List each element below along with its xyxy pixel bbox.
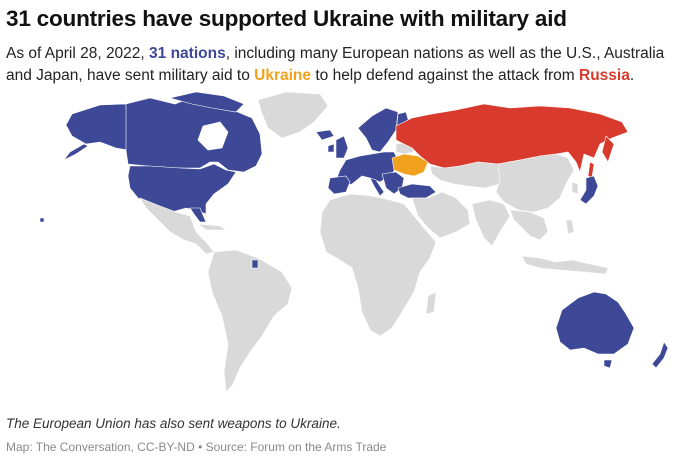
- region-florida: [189, 207, 207, 223]
- region-mexico: [139, 197, 215, 255]
- world-map: [39, 92, 669, 393]
- region-south-america: [207, 249, 293, 393]
- region-hawaii: [39, 217, 45, 223]
- region-ukraine: [391, 153, 429, 177]
- region-southeast-asia: [509, 209, 549, 241]
- region-indonesia: [521, 255, 609, 275]
- subtitle-text-4: .: [629, 67, 635, 84]
- region-africa: [319, 193, 437, 337]
- region-cuba: [196, 223, 227, 231]
- region-greenland: [257, 92, 329, 139]
- subtitle-text-1: As of April 28, 2022,: [6, 45, 150, 62]
- region-china-mongolia: [495, 153, 575, 213]
- map-title: 31 countries have supported Ukraine with…: [6, 6, 567, 31]
- region-tasmania: [603, 359, 613, 369]
- region-japan: [579, 175, 599, 205]
- map-credit: Map: The Conversation, CC-BY-ND • Source…: [6, 440, 387, 454]
- region-philippines: [565, 219, 575, 235]
- region-madagascar: [425, 291, 437, 315]
- region-india: [471, 199, 511, 247]
- region-russia: [395, 103, 629, 174]
- region-middle-east: [411, 191, 471, 239]
- region-french-guiana: [251, 259, 259, 269]
- subtitle-text-2: , including many European nations as wel…: [6, 45, 665, 84]
- map-note: The European Union has also sent weapons…: [6, 416, 341, 431]
- region-australia: [555, 291, 635, 355]
- region-canada: [125, 95, 263, 173]
- region-sakhalin: [587, 161, 595, 179]
- subtitle-russia-highlight: Russia: [579, 67, 630, 84]
- region-usa: [127, 163, 237, 215]
- region-iceland: [315, 129, 335, 141]
- map-subtitle: As of April 28, 2022, 31 nations, includ…: [6, 43, 694, 87]
- region-kamchatka: [601, 135, 615, 163]
- region-scandinavia: [357, 107, 399, 153]
- region-hudson-bay: [197, 121, 229, 151]
- region-canada-arctic-islands: [169, 92, 245, 113]
- subtitle-ukraine-highlight: Ukraine: [254, 67, 312, 84]
- region-korea: [571, 181, 579, 195]
- region-italy: [369, 177, 385, 197]
- region-alaska-peninsula: [63, 143, 89, 161]
- region-uk: [335, 135, 349, 159]
- region-new-zealand: [651, 341, 669, 369]
- subtitle-text-3: to help defend against the attack from: [311, 67, 580, 84]
- region-alaska: [65, 103, 129, 151]
- region-iberia: [327, 175, 351, 195]
- region-turkey: [397, 183, 437, 199]
- subtitle-nations-highlight: 31 nations: [149, 45, 226, 62]
- region-ireland: [327, 143, 335, 153]
